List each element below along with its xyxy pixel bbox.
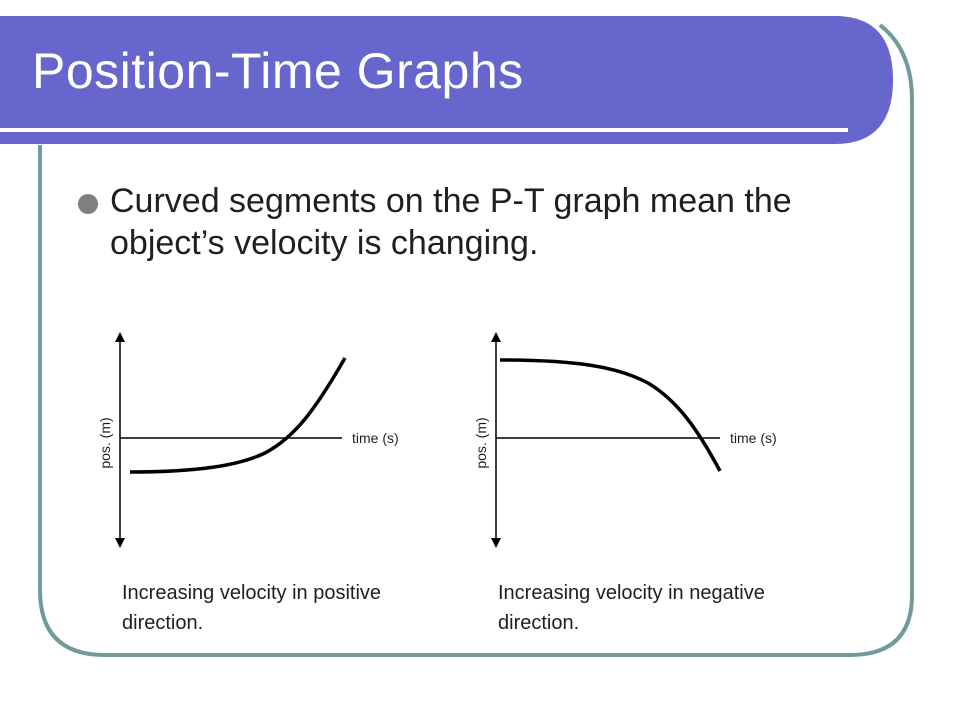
content-border [38,23,914,657]
y-axis-label: pos. (m) [473,417,489,468]
caption-negative: Increasing velocity in negative directio… [498,582,765,634]
slide-title: Position-Time Graphs [32,43,524,99]
position-curve [129,357,347,474]
bullet-icon [78,194,98,214]
graph-positive: time (s) pos. (m) [97,332,399,548]
position-curve [499,358,722,472]
bullet-text: Curved segments on the P-T graph mean th… [110,182,792,262]
y-axis-label: pos. (m) [97,417,113,468]
x-axis-label: time (s) [352,430,399,446]
graph-negative: time (s) pos. (m) [473,332,777,548]
title-bar [0,16,893,144]
x-axis-label: time (s) [730,430,777,446]
caption-positive: Increasing velocity in positive directio… [122,582,382,634]
